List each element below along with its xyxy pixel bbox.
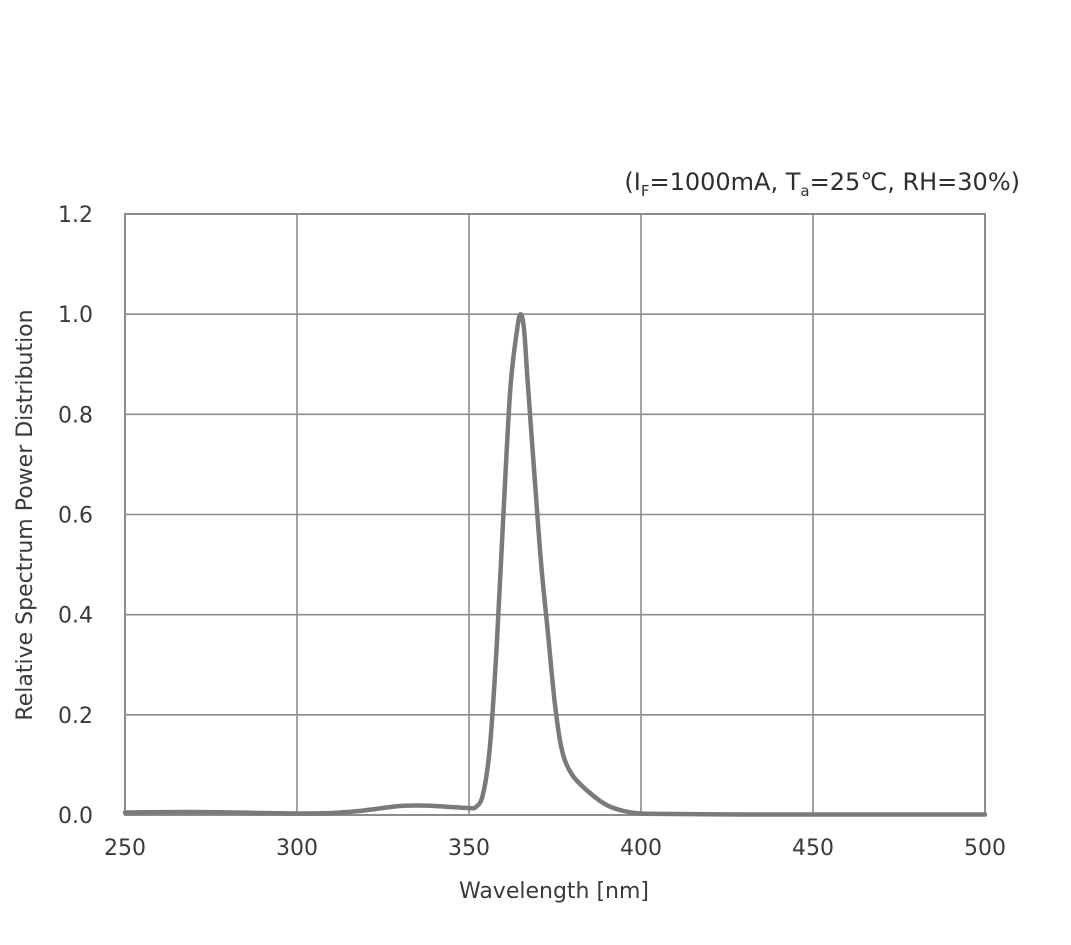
y-tick-label: 0.6	[58, 504, 93, 529]
test-conditions: (IF=1000mA, Ta=25℃, RH=30%)	[624, 168, 1020, 200]
plot-frame	[124, 213, 986, 816]
y-tick-label: 0.0	[58, 804, 93, 829]
x-tick-labels: 250 300 350 400 450 500	[104, 836, 1006, 861]
y-tick-label: 0.8	[58, 403, 93, 428]
spectrum-line	[122, 311, 988, 817]
if-subscript: F	[641, 182, 650, 200]
x-tick-label: 350	[448, 836, 490, 861]
x-tick-label: 250	[104, 836, 146, 861]
x-tick-label: 400	[620, 836, 662, 861]
y-tick-label: 0.4	[58, 604, 93, 629]
y-tick-label: 1.0	[58, 303, 93, 328]
ta-subscript: a	[800, 182, 809, 200]
y-tick-labels: 0.0 0.2 0.4 0.6 0.8 1.0 1.2	[58, 203, 93, 829]
y-axis-label: Relative Spectrum Power Distribution	[13, 309, 38, 720]
y-tick-label: 1.2	[58, 203, 93, 228]
grid-lines	[124, 213, 986, 816]
x-tick-label: 300	[276, 836, 318, 861]
x-axis-label: Wavelength [nm]	[459, 879, 649, 904]
conditions-current: =1000mA, T	[649, 168, 800, 196]
conditions-prefix: (I	[624, 168, 640, 196]
conditions-temp-humidity: =25℃, RH=30%)	[810, 168, 1020, 196]
x-tick-label: 500	[964, 836, 1006, 861]
x-tick-label: 450	[792, 836, 834, 861]
y-tick-label: 0.2	[58, 704, 93, 729]
